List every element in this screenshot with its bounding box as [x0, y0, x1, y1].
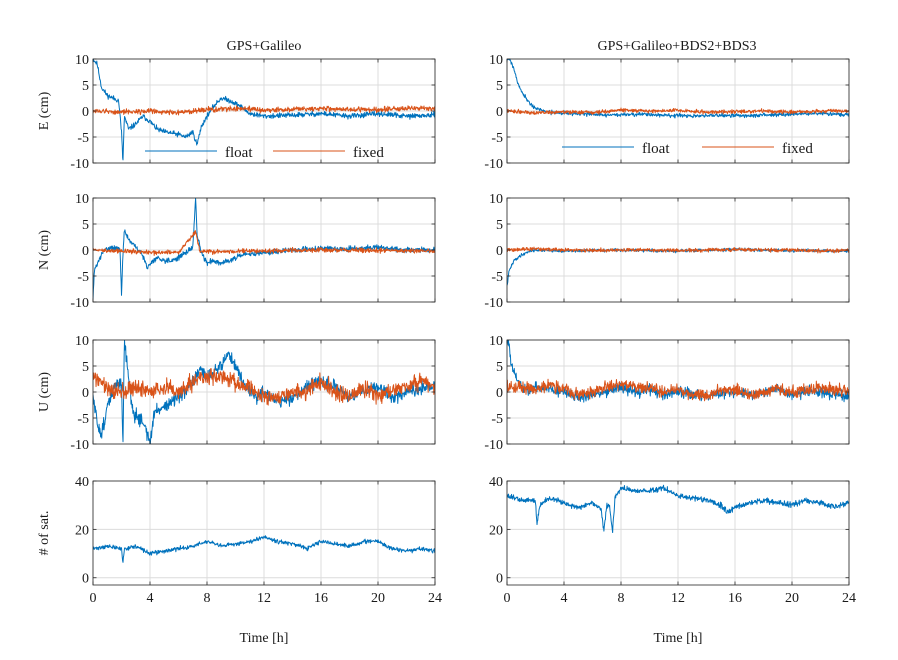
y-tick-label: 0 [496, 572, 503, 587]
series-line-fixed [93, 367, 435, 406]
y-axis-label: # of sat. [37, 511, 52, 556]
y-tick-label: -10 [484, 157, 503, 172]
legend-label-float: float [225, 145, 253, 161]
y-tick-label: 0 [496, 105, 503, 120]
y-tick-label: 5 [82, 360, 89, 375]
series-group [507, 59, 849, 119]
x-tick-label: 8 [618, 591, 625, 606]
y-tick-label: -5 [491, 412, 503, 427]
y-tick-label: 40 [75, 475, 89, 490]
x-tick-label: 4 [561, 591, 568, 606]
series-line-fixed [507, 107, 849, 115]
series-line-fixed [507, 246, 849, 254]
subplot-E-all: -10 -5 0 5 10 float fixed [484, 53, 850, 172]
y-tick-label: -10 [484, 438, 503, 453]
y-tick-label: 10 [489, 53, 503, 68]
subplot-S-all: 0 4 8 12 16 20 24 0 20 40 Time [h] [489, 475, 856, 646]
y-tick-label: 0 [82, 244, 89, 259]
y-tick-label: -5 [491, 131, 503, 146]
y-tick-label: 10 [75, 53, 89, 68]
series-group [93, 535, 435, 563]
x-tick-label: 24 [428, 591, 442, 606]
x-tick-label: 16 [314, 591, 328, 606]
y-tick-label: 40 [489, 475, 503, 490]
series-line-float [93, 198, 435, 300]
y-tick-label: 20 [75, 523, 89, 538]
series-line-float [93, 535, 435, 563]
series-group [93, 198, 435, 300]
y-tick-label: 10 [489, 192, 503, 207]
subplot-S-gal: 0 4 8 12 16 20 24 0 20 40 # of sat. Time [h] [37, 475, 442, 646]
column-title-left: GPS+Galileo [227, 39, 302, 54]
x-tick-label: 0 [90, 591, 97, 606]
y-tick-label: 0 [82, 572, 89, 587]
subplot-N-all: -10 -5 0 5 10 [484, 192, 850, 311]
series-line-float [507, 484, 849, 534]
series-group [507, 340, 849, 403]
column-title-right: GPS+Galileo+BDS2+BDS3 [597, 39, 756, 54]
y-tick-label: 20 [489, 523, 503, 538]
y-tick-label: 5 [82, 218, 89, 233]
series-line-fixed [93, 230, 435, 256]
y-tick-label: -5 [491, 270, 503, 285]
y-tick-label: -10 [70, 296, 89, 311]
series-group [93, 59, 435, 161]
subplot-N-gal: -10 -5 0 5 10 N (cm) [37, 192, 436, 311]
x-tick-label: 4 [147, 591, 154, 606]
legend-label-fixed: fixed [353, 145, 384, 161]
x-tick-label: 20 [785, 591, 799, 606]
legend-label-float: float [642, 141, 670, 157]
x-tick-label: 12 [671, 591, 685, 606]
y-tick-label: 0 [496, 244, 503, 259]
y-tick-label: -5 [77, 270, 89, 285]
y-tick-label: -5 [77, 412, 89, 427]
y-tick-label: -10 [70, 157, 89, 172]
y-tick-label: 0 [82, 386, 89, 401]
y-tick-label: 5 [496, 218, 503, 233]
y-tick-label: -10 [484, 296, 503, 311]
x-tick-label: 12 [257, 591, 271, 606]
legend: float fixed [145, 145, 384, 161]
series-line-fixed [93, 105, 435, 116]
y-tick-label: 10 [489, 334, 503, 349]
y-axis-label: N (cm) [37, 230, 52, 270]
legend: float fixed [562, 141, 813, 157]
y-tick-label: 10 [75, 192, 89, 207]
y-tick-label: 10 [75, 334, 89, 349]
y-axis-label: E (cm) [37, 91, 52, 130]
y-tick-label: 0 [496, 386, 503, 401]
subplot-U-all: -10 -5 0 5 10 [484, 334, 850, 453]
y-tick-label: 0 [82, 105, 89, 120]
series-group [507, 484, 849, 534]
legend-label-fixed: fixed [782, 141, 813, 157]
x-tick-label: 24 [842, 591, 856, 606]
x-axis-label: Time [h] [240, 631, 289, 646]
series-line-float [93, 59, 435, 161]
y-tick-label: -10 [70, 438, 89, 453]
x-tick-label: 0 [504, 591, 511, 606]
y-tick-label: 5 [82, 79, 89, 94]
subplot-U-gal: -10 -5 0 5 10 U (cm) [37, 334, 436, 453]
subplot-E-gal: -10 -5 0 5 10 E (cm) float fixed [37, 53, 436, 172]
series-line-fixed [507, 378, 849, 402]
y-tick-label: 5 [496, 360, 503, 375]
y-axis-label: U (cm) [37, 372, 52, 412]
y-tick-label: 5 [496, 79, 503, 94]
x-tick-label: 8 [204, 591, 211, 606]
series-group [507, 246, 849, 286]
x-axis-label: Time [h] [654, 631, 703, 646]
x-tick-label: 16 [728, 591, 742, 606]
y-tick-label: -5 [77, 131, 89, 146]
x-tick-label: 20 [371, 591, 385, 606]
series-group [93, 340, 435, 444]
